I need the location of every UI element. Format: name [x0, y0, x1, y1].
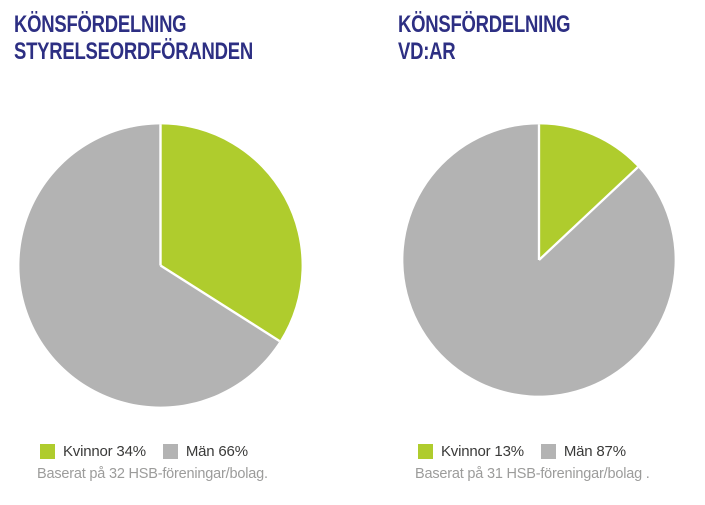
footnote-chairpersons: Baserat på 32 HSB-föreningar/bolag.	[37, 466, 268, 482]
legend-chairpersons: Kvinnor 34% Män 66%	[40, 443, 248, 460]
kvinnor-swatch	[418, 444, 433, 459]
man-swatch	[162, 444, 178, 459]
chart-title-chairpersons: KÖNSFÖRDELNING STYRELSEORDFÖRANDEN	[14, 11, 253, 65]
pie-chart-chairpersons	[19, 124, 302, 407]
kvinnor-swatch	[40, 444, 55, 459]
man-swatch	[540, 444, 556, 459]
legend-label-man: Män 87%	[563, 443, 626, 460]
legend-label-kvinnor: Kvinnor 13%	[441, 443, 524, 460]
legend-label-man: Män 66%	[185, 443, 248, 460]
legend-item-man: Män 87%	[540, 443, 626, 460]
legend-item-kvinnor: Kvinnor 13%	[418, 443, 524, 460]
legend-label-kvinnor: Kvinnor 34%	[63, 443, 146, 460]
chart-title-line-1: KÖNSFÖRDELNING	[14, 11, 187, 38]
legend-ceos: Kvinnor 13% Män 87%	[418, 443, 626, 460]
legend-item-man: Män 66%	[162, 443, 248, 460]
chart-title-line-2: STYRELSEORDFÖRANDEN	[14, 38, 253, 65]
chart-title-line-2: VD:AR	[398, 38, 456, 65]
chart-title-ceos: KÖNSFÖRDELNING VD:AR	[398, 11, 571, 65]
legend-item-kvinnor: Kvinnor 34%	[40, 443, 146, 460]
chart-title-line-1: KÖNSFÖRDELNING	[398, 11, 571, 38]
pie-chart-ceos	[403, 124, 675, 396]
footnote-ceos: Baserat på 31 HSB-föreningar/bolag .	[415, 466, 650, 482]
